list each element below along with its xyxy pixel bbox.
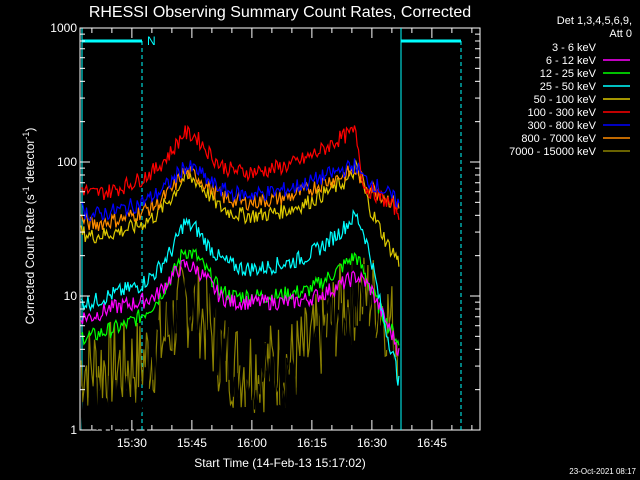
legend-header-line2: Att 0 — [609, 28, 632, 40]
y-tick-label: 1 — [70, 423, 77, 437]
series-line-1 — [80, 259, 400, 357]
x-tick-label: 16:30 — [357, 436, 387, 450]
footer-stamp: 23-Oct-2021 08:17 — [569, 467, 636, 476]
series-layer — [80, 124, 400, 431]
legend-label-1: 6 - 12 keV — [546, 55, 597, 67]
legend-label-3: 25 - 50 keV — [540, 81, 597, 93]
x-tick-label: 16:00 — [237, 436, 267, 450]
y-axis-label-mid: detector — [23, 140, 37, 187]
series-line-3 — [80, 208, 400, 386]
x-tick-label: 15:30 — [117, 436, 147, 450]
legend-label-2: 12 - 25 keV — [540, 68, 597, 80]
y-axis-label: Corrected Count Rate (s-1 detector-1) — [21, 128, 37, 325]
y-axis-label-end: ) — [23, 128, 37, 132]
x-tick-label: 16:15 — [297, 436, 327, 450]
legend-label-0: 3 - 6 keV — [552, 42, 597, 54]
x-tick-label: 16:45 — [417, 436, 447, 450]
series-line-2 — [80, 248, 400, 346]
legend-label-4: 50 - 100 keV — [534, 94, 597, 106]
y-tick-label: 100 — [57, 155, 77, 169]
x-axis-ticks: 15:30 15:45 16:00 16:15 16:30 16:45 — [91, 28, 473, 450]
legend-label-6: 300 - 800 keV — [528, 120, 597, 132]
y-tick-label: 10 — [64, 289, 78, 303]
flag-label-n: N — [147, 34, 156, 48]
chart-title: RHESSI Observing Summary Count Rates, Co… — [89, 4, 471, 21]
series-line-4 — [80, 159, 400, 267]
series-line-5 — [81, 124, 400, 220]
x-tick-label: 15:45 — [177, 436, 207, 450]
legend-label-8: 7000 - 15000 keV — [509, 146, 597, 158]
attenuator-flags: N — [81, 28, 462, 430]
series-line-6 — [80, 158, 400, 222]
y-axis-ticks: 1 10 100 1000 — [50, 21, 480, 437]
x-axis-label: Start Time (14-Feb-13 15:17:02) — [194, 456, 365, 470]
series-line-0 — [80, 254, 400, 431]
y-tick-label: 1000 — [50, 21, 77, 35]
legend-label-5: 100 - 300 keV — [528, 107, 597, 119]
legend-header-line1: Det 1,3,4,5,6,9, — [557, 15, 632, 27]
y-axis-label-sup2: -1 — [21, 132, 31, 140]
y-axis-label-main: Corrected Count Rate (s — [23, 194, 37, 324]
plot-border — [79, 27, 481, 431]
plot-frame — [79, 27, 481, 431]
legend-label-7: 800 - 7000 keV — [521, 133, 596, 145]
y-axis-label-sup1: -1 — [21, 186, 31, 194]
